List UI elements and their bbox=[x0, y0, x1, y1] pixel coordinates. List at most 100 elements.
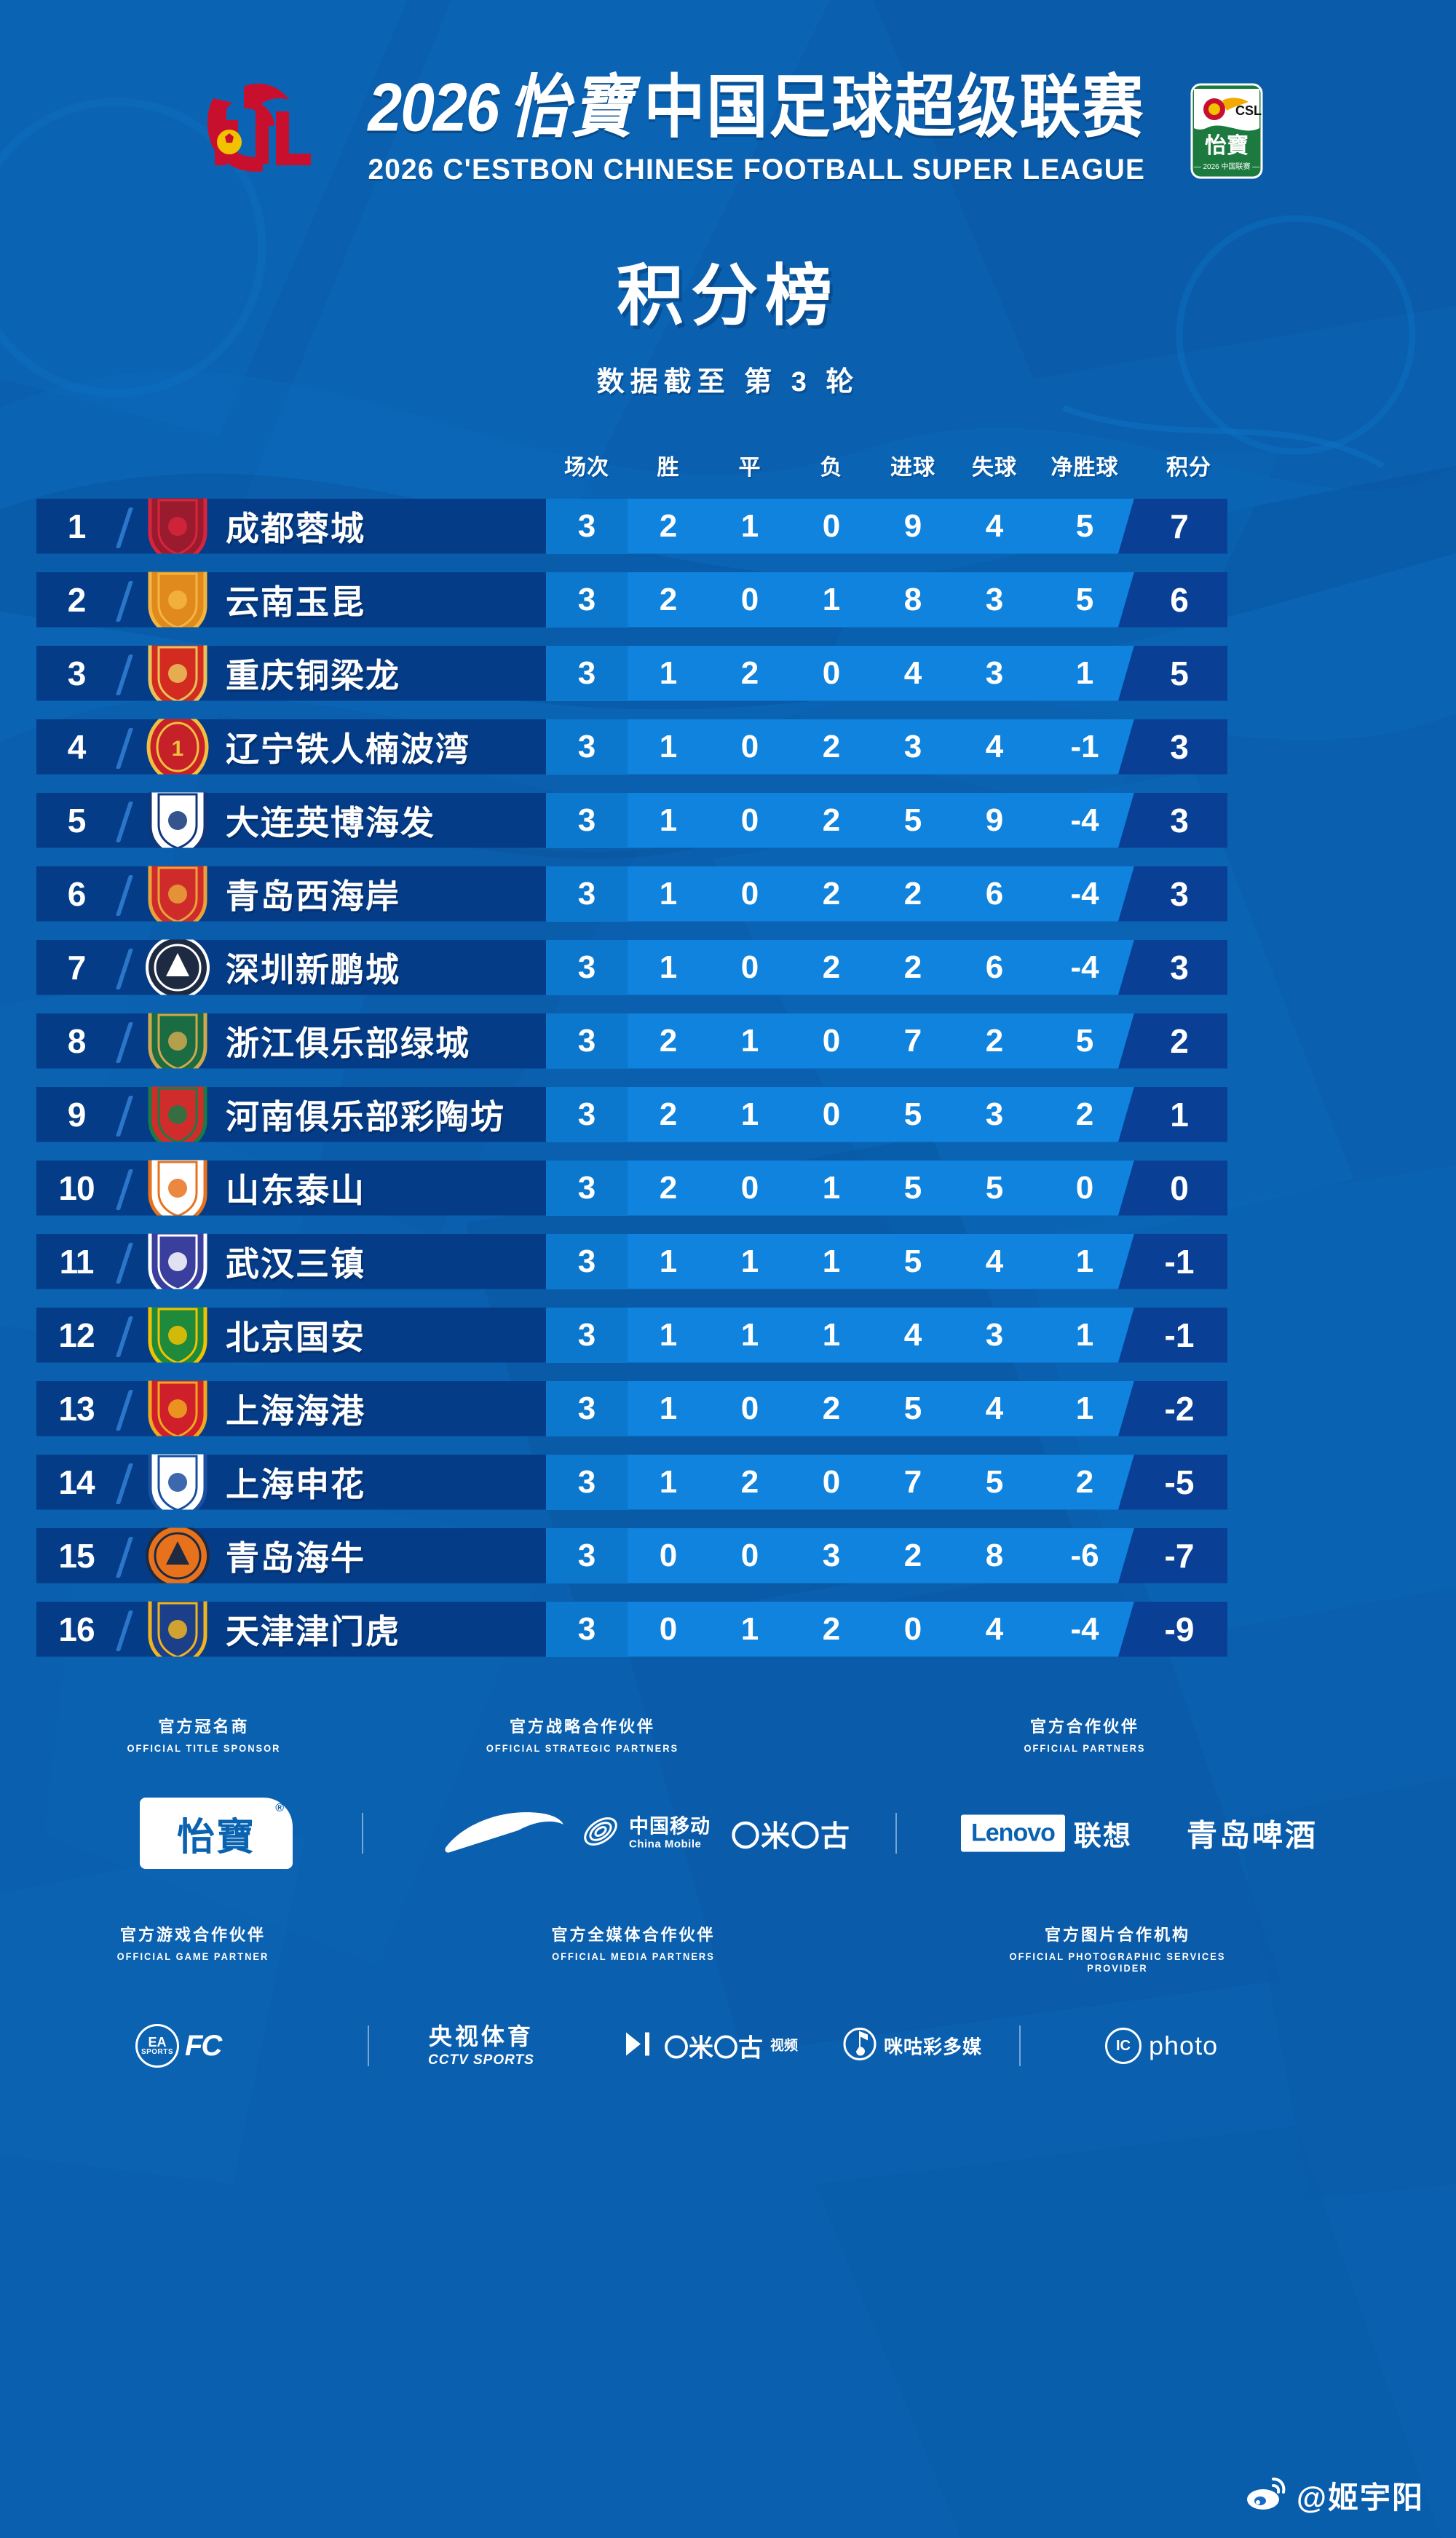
cell-matches: 3 bbox=[546, 1380, 628, 1436]
cell-losses: 0 bbox=[791, 1455, 872, 1510]
rank-separator-icon bbox=[116, 872, 135, 916]
cell-matches: 3 bbox=[546, 1160, 628, 1216]
ea-label: EA bbox=[148, 2035, 167, 2049]
rank-number: 1 bbox=[67, 507, 87, 545]
weibo-icon bbox=[1244, 2476, 1286, 2515]
yibao-wordmark: 怡寶 bbox=[176, 1816, 256, 1859]
cell-losses: 0 bbox=[791, 1087, 872, 1142]
cell-draws: 1 bbox=[709, 1234, 791, 1289]
cell-wins: 2 bbox=[628, 1087, 709, 1142]
cell-points: 2 bbox=[1118, 1013, 1227, 1069]
cell-wins: 1 bbox=[628, 1381, 709, 1436]
cell-draws: 0 bbox=[709, 719, 791, 775]
row-stats: 3 0 0 3 2 8 -6 -7 bbox=[546, 1527, 1227, 1584]
sponsor-block-secondary: 官方游戏合作伙伴 OFFICIAL GAME PARTNER 官方全媒体合作伙伴… bbox=[0, 1922, 1456, 2090]
rank-separator-icon bbox=[116, 1166, 135, 1210]
standings-table: 场次 胜 平 负 进球 失球 净胜球 积分 1 成都蓉城 3 2 1 0 9 4 5 7 2 云南… bbox=[0, 446, 1456, 1666]
cell-draws: 0 bbox=[709, 572, 791, 628]
cell-wins: 0 bbox=[628, 1528, 709, 1584]
table-row[interactable]: 13 上海海港 3 1 0 2 5 4 1 -2 bbox=[0, 1372, 1456, 1445]
table-row[interactable]: 10 山东泰山 3 2 0 1 5 5 0 0 bbox=[0, 1151, 1456, 1225]
label-strategic-partners: 官方战略合作伙伴 OFFICIAL STRATEGIC PARTNERS bbox=[459, 1714, 706, 1754]
svg-text:1: 1 bbox=[172, 737, 184, 761]
team-name: 青岛西海岸 bbox=[226, 877, 400, 915]
cell-group: 1 0 2 2 6 -4 bbox=[628, 940, 1134, 995]
cell-draws: 0 bbox=[709, 866, 791, 922]
row-stats: 3 1 0 2 3 4 -1 3 bbox=[546, 719, 1227, 775]
cell-wins: 1 bbox=[628, 1308, 709, 1363]
column-header-goals-for: 进球 bbox=[890, 456, 935, 480]
cell-losses: 1 bbox=[791, 1234, 872, 1289]
cell-losses: 2 bbox=[791, 940, 872, 995]
table-row[interactable]: 5 大连英博海发 3 1 0 2 5 9 -4 3 bbox=[0, 783, 1456, 857]
cell-points: -7 bbox=[1118, 1527, 1227, 1584]
row-team-block: 1 成都蓉城 bbox=[36, 498, 546, 554]
cell-draws: 2 bbox=[709, 646, 791, 701]
rank-number: 15 bbox=[58, 1536, 95, 1575]
label-official-partners-cn: 官方合作伙伴 bbox=[1029, 1717, 1139, 1736]
sponsor-logo-lenovo: Lenovo 联想 bbox=[961, 1814, 1132, 1854]
row-team-block: 11 武汉三镇 bbox=[36, 1233, 546, 1289]
table-row[interactable]: 9 河南俱乐部彩陶坊 3 2 1 0 5 3 2 1 bbox=[0, 1078, 1456, 1151]
rank-number: 11 bbox=[59, 1242, 95, 1281]
team-crest-icon: 1 bbox=[135, 719, 220, 775]
team-name: 山东泰山 bbox=[226, 1171, 365, 1209]
svg-text:怡寶: 怡寶 bbox=[1205, 133, 1249, 158]
cell-goal-diff: 5 bbox=[1035, 499, 1134, 554]
rank-separator-icon bbox=[116, 1387, 135, 1431]
sponsor-logo-ic-photo: IC photo bbox=[1105, 2028, 1218, 2064]
rank-separator-icon bbox=[116, 799, 135, 842]
cell-goals-for: 2 bbox=[872, 1528, 954, 1584]
team-name: 浙江俱乐部绿城 bbox=[226, 1024, 470, 1062]
header-title-en: 2026 C'ESTBON CHINESE FOOTBALL SUPER LEA… bbox=[368, 153, 1145, 186]
sponsor-logo-migu-media: 咪咕彩多媒 bbox=[843, 2027, 982, 2065]
cell-matches: 3 bbox=[546, 1307, 628, 1363]
table-row[interactable]: 3 重庆铜梁龙 3 1 2 0 4 3 1 5 bbox=[0, 636, 1456, 710]
team-name: 深圳新鹏城 bbox=[226, 950, 400, 989]
cell-goals-against: 3 bbox=[954, 646, 1035, 701]
table-row[interactable]: 6 青岛西海岸 3 1 0 2 2 6 -4 3 bbox=[0, 857, 1456, 930]
table-row[interactable]: 16 天津津门虎 3 0 1 2 0 4 -4 -9 bbox=[0, 1592, 1456, 1666]
table-row[interactable]: 12 北京国安 3 1 1 1 4 3 1 -1 bbox=[0, 1298, 1456, 1372]
cell-draws: 0 bbox=[709, 793, 791, 848]
cell-matches: 3 bbox=[546, 1601, 628, 1657]
cell-matches: 3 bbox=[546, 572, 628, 628]
table-row[interactable]: 11 武汉三镇 3 1 1 1 5 4 1 -1 bbox=[0, 1225, 1456, 1298]
table-row[interactable]: 15 青岛海牛 3 0 0 3 2 8 -6 -7 bbox=[0, 1519, 1456, 1592]
rank-number: 3 bbox=[67, 654, 87, 692]
team-crest-icon bbox=[135, 1601, 220, 1657]
cell-goals-against: 3 bbox=[954, 1308, 1035, 1363]
sponsor-labels-secondary: 官方游戏合作伙伴 OFFICIAL GAME PARTNER 官方全媒体合作伙伴… bbox=[0, 1922, 1456, 1974]
sponsor-logo-china-mobile: 中国移动 China Mobile 〇米〇古 bbox=[581, 1812, 850, 1855]
rank-number: 12 bbox=[58, 1316, 95, 1354]
table-row[interactable]: 4 1 辽宁铁人楠波湾 3 1 0 2 3 4 -1 3 bbox=[0, 710, 1456, 783]
table-row[interactable]: 7 深圳新鹏城 3 1 0 2 2 6 -4 3 bbox=[0, 930, 1456, 1004]
table-row[interactable]: 1 成都蓉城 3 2 1 0 9 4 5 7 bbox=[0, 489, 1456, 563]
cell-points: -1 bbox=[1118, 1233, 1227, 1289]
cell-goals-for: 2 bbox=[872, 866, 954, 922]
team-crest-icon bbox=[135, 1380, 220, 1436]
lenovo-label-cn: 联想 bbox=[1073, 1821, 1132, 1852]
cell-draws: 0 bbox=[709, 940, 791, 995]
ic-photo-label: photo bbox=[1149, 2031, 1219, 2060]
table-row[interactable]: 14 上海申花 3 1 2 0 7 5 2 -5 bbox=[0, 1445, 1456, 1519]
row-team-block: 16 天津津门虎 bbox=[36, 1601, 546, 1657]
rank-number: 6 bbox=[67, 874, 87, 913]
table-row[interactable]: 2 云南玉昆 3 2 0 1 8 3 5 6 bbox=[0, 563, 1456, 636]
cell-goals-for: 4 bbox=[872, 646, 954, 701]
cell-goals-against: 4 bbox=[954, 1381, 1035, 1436]
column-header-matches: 场次 bbox=[564, 456, 609, 480]
row-stats: 3 1 0 2 2 6 -4 3 bbox=[546, 939, 1227, 995]
row-stats: 3 1 1 1 4 3 1 -1 bbox=[546, 1307, 1227, 1363]
cell-wins: 2 bbox=[628, 1161, 709, 1216]
team-crest-icon bbox=[135, 1086, 220, 1142]
cell-goals-against: 6 bbox=[954, 940, 1035, 995]
sponsor-logo-yibao: 怡寶 ® bbox=[140, 1798, 293, 1869]
cell-goal-diff: -4 bbox=[1035, 866, 1134, 922]
table-row[interactable]: 8 浙江俱乐部绿城 3 2 1 0 7 2 5 2 bbox=[0, 1004, 1456, 1078]
cell-draws: 2 bbox=[709, 1455, 791, 1510]
